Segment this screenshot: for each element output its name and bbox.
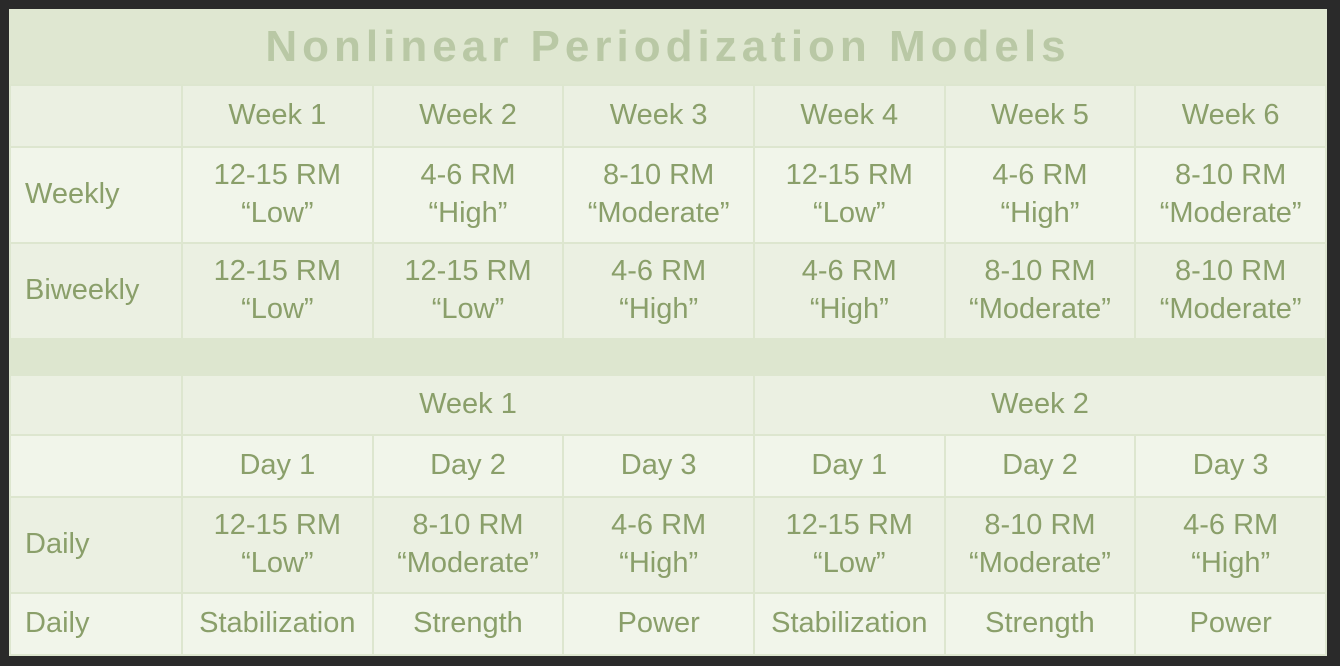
intensity-value: “Moderate” [969,547,1111,579]
day-header-row: Day 1 Day 2 Day 3 Day 1 Day 2 Day 3 [9,434,1327,498]
rm-cell: 12-15 RM “Low” [181,146,374,244]
rm-cell: 12-15 RM “Low” [752,146,946,244]
rm-cell: 12-15 RM “Low” [181,496,374,594]
day-header: Day 2 [371,434,565,498]
intensity-value: “High” [1000,197,1080,229]
rm-value: 4-6 RM [801,255,897,288]
biweekly-row: Biweekly 12-15 RM “Low” 12-15 RM “Low” 4-6… [9,242,1327,340]
corner-cell [9,84,183,148]
day-header: Day 3 [1134,434,1327,498]
intensity-value: “High” [619,293,699,325]
rm-value: 8-10 RM [984,509,1096,542]
row-label: Biweekly [9,242,183,340]
rm-cell: 4-6 RM “High” [371,146,565,244]
row-label: Daily [9,496,183,594]
rm-value: 4-6 RM [611,255,707,288]
day-header: Day 3 [562,434,755,498]
focus-cell: Stabilization [181,592,374,656]
rm-cell: 12-15 RM “Low” [371,242,565,340]
intensity-value: “Moderate” [1159,293,1302,325]
week-header: Week 2 [371,84,565,148]
periodization-slide: Nonlinear Periodization Models Week 1 We… [9,9,1328,656]
rm-value: 4-6 RM [992,159,1088,192]
week-header-row: Week 1 Week 2 [9,374,1328,436]
rm-cell: 4-6 RM “High” [562,242,755,340]
week-header: Week 3 [562,84,755,148]
intensity-value: “Moderate” [587,197,730,229]
rm-value: 4-6 RM [1183,509,1279,542]
day-header: Day 1 [181,434,374,498]
week-header: Week 1 [181,374,755,436]
week-header: Week 5 [943,84,1137,148]
rm-value: 12-15 RM [785,509,913,542]
rm-value: 12-15 RM [785,159,913,192]
rm-cell: 8-10 RM “Moderate” [371,496,565,594]
week-header: Week 2 [752,374,1328,436]
weekly-row: Weekly 12-15 RM “Low” 4-6 RM “High” 8-10 R… [9,146,1327,244]
rm-cell: 4-6 RM “High” [943,146,1137,244]
focus-cell: Power [1134,592,1327,656]
intensity-value: “Low” [241,197,314,229]
intensity-value: “Low” [813,547,886,579]
daily-focus-row: Daily Stabilization Strength Power Stabi… [9,592,1327,656]
weekly-models-table: Week 1 Week 2 Week 3 Week 4 Week 5 Week … [9,84,1327,340]
rm-cell: 8-10 RM “Moderate” [1134,146,1327,244]
rm-cell: 4-6 RM “High” [562,496,755,594]
rm-cell: 12-15 RM “Low” [752,496,946,594]
rm-value: 8-10 RM [603,159,715,192]
rm-cell: 8-10 RM “Moderate” [562,146,755,244]
day-header: Day 1 [752,434,946,498]
rm-value: 8-10 RM [412,509,524,542]
focus-cell: Stabilization [752,592,946,656]
week-header: Week 4 [752,84,946,148]
focus-cell: Power [562,592,755,656]
intensity-value: “High” [809,293,889,325]
rm-cell: 12-15 RM “Low” [181,242,374,340]
rm-value: 12-15 RM [213,159,341,192]
row-label: Daily [9,592,183,656]
intensity-value: “High” [1191,547,1271,579]
week-header-row: Week 1 Week 2 Week 3 Week 4 Week 5 Week … [9,84,1327,148]
rm-value: 12-15 RM [404,255,532,288]
intensity-value: “Low” [813,197,886,229]
rm-value: 12-15 RM [213,509,341,542]
corner-cell [9,434,183,498]
rm-value: 8-10 RM [1175,159,1287,192]
focus-cell: Strength [371,592,565,656]
intensity-value: “Moderate” [969,293,1111,325]
rm-value: 8-10 RM [1175,255,1287,288]
week-header: Week 1 [181,84,374,148]
section-divider [9,338,1327,374]
daily-models-table: Week 1 Week 2 Day 1 Day 2 Day 3 Day 1 Da… [9,374,1328,656]
rm-cell: 8-10 RM “Moderate” [1134,242,1327,340]
intensity-value: “Low” [241,547,314,579]
row-label: Weekly [9,146,183,244]
rm-cell: 8-10 RM “Moderate” [943,242,1137,340]
daily-rm-row: Daily 12-15 RM “Low” 8-10 RM “Moderate” 4-… [9,496,1327,594]
intensity-value: “Moderate” [397,547,539,579]
rm-cell: 4-6 RM “High” [1134,496,1327,594]
focus-cell: Strength [943,592,1137,656]
rm-value: 12-15 RM [213,255,341,288]
rm-cell: 4-6 RM “High” [752,242,946,340]
slide-title: Nonlinear Periodization Models [9,9,1327,84]
intensity-value: “Moderate” [1159,197,1302,229]
intensity-value: “High” [619,547,699,579]
week-header: Week 6 [1134,84,1327,148]
corner-cell [9,374,183,436]
rm-cell: 8-10 RM “Moderate” [943,496,1137,594]
intensity-value: “Low” [431,293,505,325]
intensity-value: “Low” [241,293,314,325]
rm-value: 4-6 RM [611,509,707,542]
intensity-value: “High” [428,197,508,229]
rm-value: 4-6 RM [420,159,516,192]
day-header: Day 2 [943,434,1137,498]
rm-value: 8-10 RM [984,255,1096,288]
